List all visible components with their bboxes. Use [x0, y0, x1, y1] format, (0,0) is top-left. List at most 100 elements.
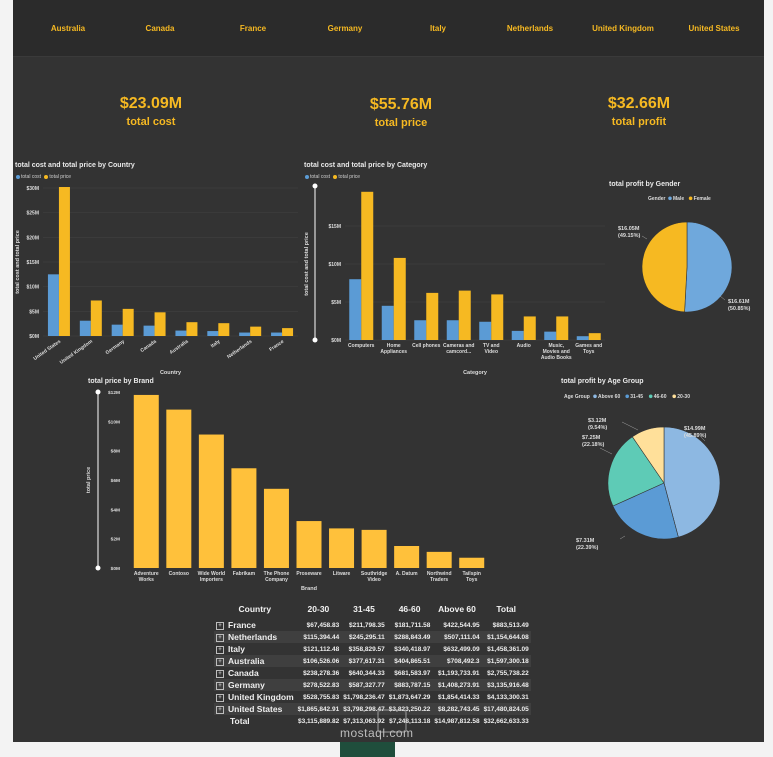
bar-northwind-traders: [426, 551, 452, 568]
expand-icon[interactable]: +: [216, 669, 224, 678]
bar-total-price-games-and-toys: [588, 333, 601, 340]
slicer-item-italy[interactable]: Italy: [429, 24, 446, 33]
kpi-value: $23.09M: [119, 95, 183, 112]
bar-total-cost-cameras-and-camcord: [446, 320, 459, 340]
matrix-row[interactable]: + Canada $238,278.36 $640,344.33 $681,583.97…: [214, 667, 531, 679]
bar-total-price-music-movies-and-audio-books: [556, 316, 569, 340]
matrix-row-header: + United Kingdom: [214, 691, 296, 703]
slicer-item-france[interactable]: France: [239, 24, 267, 33]
matrix-cell: $1,597,300.18: [481, 655, 531, 667]
matrix-column-header[interactable]: Above 60: [438, 604, 476, 614]
y-axis-title: total cost and total price: [15, 230, 21, 294]
chart-brand-svg[interactable]: $0M $2M $4M $6M $8M $10M $12M total price Advent…: [80, 386, 500, 596]
matrix-row-header: + Germany: [214, 679, 296, 691]
range-slider-handle-top[interactable]: [95, 389, 101, 395]
x-tick-label: Litware: [333, 571, 351, 577]
matrix-cell: $211,798.35: [349, 621, 385, 629]
expand-icon[interactable]: +: [216, 633, 224, 642]
bar-wide-world-importers: [198, 434, 224, 568]
matrix-row[interactable]: + United Kingdom $528,755.83 $1,798,236.47 $…: [214, 691, 531, 703]
x-tick-label: Southridge Video: [361, 571, 388, 583]
range-slider-handle-bottom[interactable]: [95, 565, 101, 571]
x-tick-label: United States: [32, 339, 62, 362]
country-age-matrix[interactable]: Country 20-30 31-45 46-60 Above 60 Total + Fra…: [214, 604, 531, 727]
bar-total-price-audio: [523, 316, 536, 340]
dashboard-background: [13, 0, 764, 742]
kpi-value: $32.66M: [607, 95, 671, 112]
expand-icon[interactable]: +: [216, 693, 224, 702]
y-tick-label: $15M: [26, 260, 39, 266]
data-label-percent: (22.39%): [576, 545, 598, 551]
matrix-cell: $238,278.36: [303, 669, 340, 677]
y-tick-label: $25M: [26, 211, 39, 217]
bar-total-price-france: [282, 328, 294, 336]
chart-country-svg[interactable]: $0M $5M $10M $15M $20M $25M $30M total cost and…: [13, 180, 300, 380]
kpi-label: total profit: [611, 116, 667, 128]
slicer-item-australia[interactable]: Australia: [50, 24, 86, 33]
matrix-row[interactable]: + Netherlands $115,394.44 $245,295.11 $288,8…: [214, 631, 531, 643]
chart-gender-svg[interactable]: Gender Male Female $16.61M(50.85%) $16.05M(4…: [600, 190, 760, 330]
matrix-total-row: Total $3,115,889.82 $7,313,063.92 $7,248,11…: [214, 715, 531, 727]
x-tick-label: A. Datum: [396, 571, 419, 577]
matrix-row[interactable]: + France $67,458.83 $211,798.35 $181,711.58 $…: [214, 619, 531, 631]
matrix-row[interactable]: + Italy $121,112.48 $358,829.57 $340,418.97 $…: [214, 643, 531, 655]
matrix-column-header[interactable]: 46-60: [398, 604, 421, 614]
legend-label-cost: total cost: [310, 174, 331, 180]
chart-category-svg[interactable]: $0M $5M $10M $15M total cost and total price…: [300, 180, 610, 380]
expand-icon[interactable]: +: [216, 657, 224, 666]
bar-total-price-netherlands: [250, 326, 262, 336]
data-label: $3.12M: [588, 418, 607, 424]
matrix-row[interactable]: + Australia $106,526.06 $377,617.31 $404,865…: [214, 655, 531, 667]
y-tick-label: $0M: [111, 566, 120, 572]
slicer-item-canada[interactable]: Canada: [145, 24, 175, 33]
slicer-item-germany[interactable]: Germany: [327, 24, 363, 33]
matrix-row-label: United States: [228, 704, 283, 714]
matrix-row-header: + Italy: [214, 643, 296, 655]
data-label: $14.99M: [684, 426, 706, 432]
matrix-cell: $358,829.57: [348, 645, 385, 653]
bar-total-cost-canada: [143, 325, 155, 336]
matrix-cell: $3,823,250.22: [386, 703, 433, 715]
data-label: $7.25M: [582, 435, 601, 441]
expand-icon[interactable]: +: [216, 645, 224, 654]
matrix-cell: $1,154,644.08: [481, 631, 531, 643]
matrix-cell: $1,854,414.33: [437, 693, 480, 701]
leader-line: [641, 235, 648, 240]
bar-the-phone-company: [263, 488, 289, 568]
matrix-column-header[interactable]: Country: [238, 604, 272, 614]
kpi-value: $55.76M: [369, 96, 433, 113]
kpi-label: total cost: [126, 116, 176, 128]
bar-total-price-tv-and-video: [491, 294, 504, 340]
matrix-row-label: Germany: [228, 680, 265, 690]
x-tick-label: Games and Toys: [575, 343, 602, 355]
slicer-item-united-kingdom[interactable]: United Kingdom: [592, 24, 654, 33]
matrix-cell: $278,522.83: [295, 679, 342, 691]
legend-dot: [688, 196, 693, 201]
chart-age-svg[interactable]: Age Group Above 60 31-45 46-60 20-30$14.99M(…: [560, 386, 760, 556]
matrix-column-header[interactable]: Total: [496, 604, 516, 614]
country-slicer[interactable]: Australia Canada France Germany Italy Ne…: [13, 0, 764, 57]
bar-litware: [329, 528, 355, 568]
x-tick-label: Adventure Works: [134, 571, 159, 583]
expand-icon[interactable]: +: [216, 681, 224, 690]
matrix-cell: $17,480,824.05: [481, 703, 531, 715]
expand-icon[interactable]: +: [216, 621, 224, 630]
kpi-total-price: $55.76M total price: [321, 96, 481, 129]
expand-icon[interactable]: +: [216, 705, 224, 714]
x-tick-label: Cameras and camcord...: [443, 343, 474, 355]
y-tick-label: $15M: [328, 224, 341, 230]
range-slider-handle-bottom[interactable]: [312, 337, 318, 343]
matrix-column-header[interactable]: 20-30: [307, 604, 330, 614]
chart-title-category: total cost and total price by Category: [304, 162, 428, 169]
matrix-column-header[interactable]: 31-45: [353, 604, 375, 614]
matrix-row[interactable]: + Germany $278,522.83 $587,327.77 $883,787.1…: [214, 679, 531, 691]
matrix-cell: $1,865,842.91: [295, 703, 342, 715]
slicer-item-united-states[interactable]: United States: [688, 24, 740, 33]
bar-total-cost-games-and-toys: [576, 336, 589, 340]
x-tick-label: Northwind Traders: [427, 571, 452, 583]
slicer-item-netherlands[interactable]: Netherlands: [506, 24, 554, 33]
matrix-row[interactable]: + United States $1,865,842.91 $3,798,298.47…: [214, 703, 531, 715]
pie-slice-20-30: [631, 426, 665, 484]
range-slider-handle-top[interactable]: [312, 183, 318, 189]
leader-line: [599, 447, 613, 455]
